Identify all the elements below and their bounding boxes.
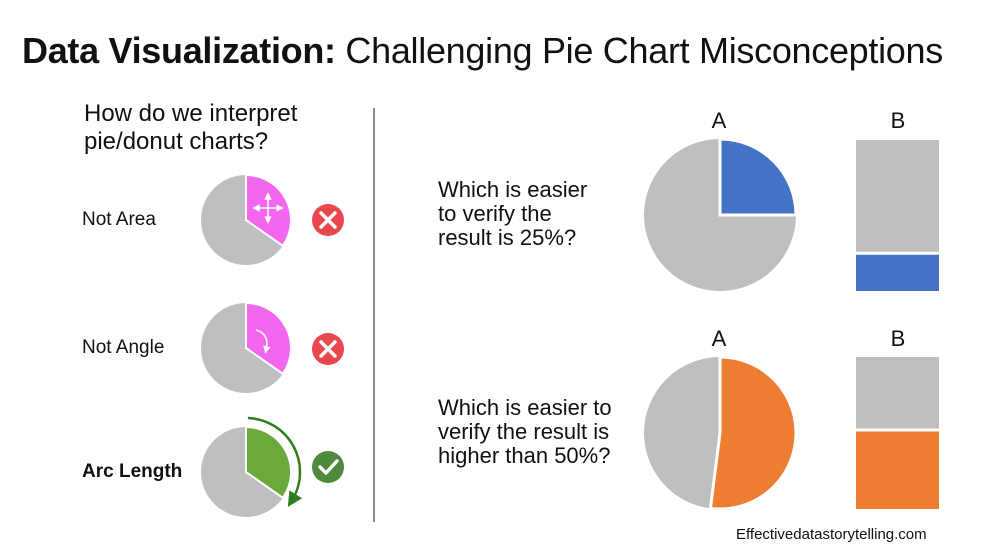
left-question: How do we interpret pie/donut charts? [84,100,297,156]
move-arrows-icon [252,192,284,224]
column-b-header-bottom: B [890,326,906,351]
q2-line3: higher than 50%? [438,443,611,468]
q1-line3: result is 25%? [438,225,577,250]
bar-50-percent [856,357,939,509]
incorrect-icon [312,333,344,365]
correct-icon [312,451,344,483]
row-label-arc-length: Arc Length [82,461,183,482]
pie-25-percent [644,137,798,291]
q1-line2: to verify the [438,201,552,226]
pie-highlight-wedge [245,425,292,500]
column-b-header-top: B [890,108,906,133]
vertical-divider [373,108,375,522]
angle-arrow-icon [255,329,271,354]
footer-website: Effectivedatastorytelling.com [736,526,927,543]
pie-angle-example [201,301,292,393]
pie-value-slice [718,137,798,217]
pie-area-example [201,173,292,265]
title-rest: Challenging Pie Chart Misconceptions [335,30,943,71]
pie-arc-length-example [201,416,303,517]
column-a-header-top: A [711,108,727,133]
page-title: Data Visualization: Challenging Pie Char… [22,30,943,72]
question-25-percent: Which is easier to verify the result is … [438,178,587,250]
row-label-angle: Not Angle [82,337,165,358]
pie-highlight-wedge [245,301,292,376]
q2-line1: Which is easier to [438,395,612,420]
question-50-percent: Which is easier to verify the result is … [438,396,612,468]
q1-line1: Which is easier [438,177,588,202]
incorrect-icon [312,204,344,236]
arc-arrow-icon [247,416,303,507]
title-bold: Data Visualization: [22,30,336,71]
column-a-header-bottom: A [711,326,727,351]
left-question-line1: How do we interpret [84,100,298,127]
row-label-area: Not Area [82,209,156,230]
left-question-line2: pie/donut charts? [84,128,269,155]
bar-25-percent [856,140,939,291]
pie-50-percent [644,355,798,511]
bar-value-fill [856,429,939,509]
pie-value-slice [708,355,798,511]
q2-line2: verify the result is [438,419,610,444]
bar-value-fill [856,253,939,291]
